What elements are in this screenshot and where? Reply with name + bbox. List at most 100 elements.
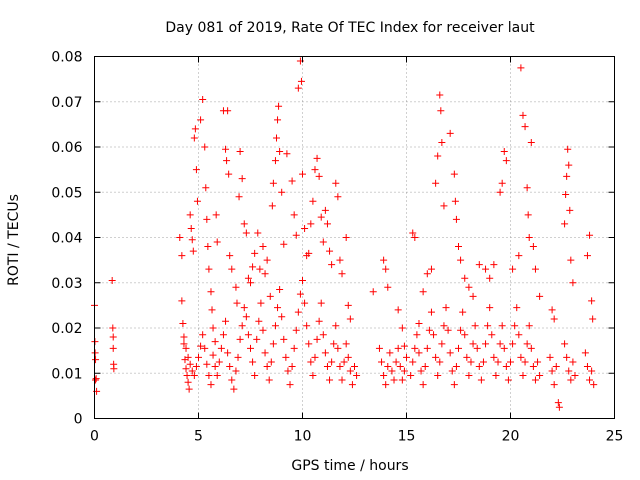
data-point xyxy=(211,362,219,370)
data-point xyxy=(384,283,392,291)
data-point xyxy=(517,64,525,72)
data-point xyxy=(238,322,246,330)
data-point xyxy=(255,317,263,325)
data-point xyxy=(92,376,100,384)
data-point xyxy=(521,123,529,131)
y-tick-label: 0.08 xyxy=(51,50,82,66)
data-point xyxy=(261,349,269,357)
data-point xyxy=(182,344,190,352)
data-point xyxy=(244,274,252,282)
data-point xyxy=(235,193,243,201)
data-point xyxy=(527,138,535,146)
data-point xyxy=(193,197,201,205)
data-point xyxy=(529,243,537,251)
data-point xyxy=(323,362,331,370)
data-point xyxy=(230,385,238,393)
data-point xyxy=(213,238,221,246)
data-point xyxy=(205,372,213,380)
data-point xyxy=(92,356,100,364)
data-point xyxy=(276,286,284,294)
data-point xyxy=(465,372,473,380)
data-point xyxy=(455,243,462,251)
data-point xyxy=(509,265,517,273)
data-point xyxy=(228,376,236,384)
data-point xyxy=(242,313,250,321)
data-point xyxy=(531,376,539,384)
data-point xyxy=(534,358,542,366)
data-point xyxy=(288,177,296,185)
data-point xyxy=(217,344,225,352)
x-tick-label: 25 xyxy=(606,429,624,445)
data-point xyxy=(407,372,415,380)
chart-title: Day 081 of 2019, Rate Of TEC Index for r… xyxy=(165,20,535,36)
data-point xyxy=(382,265,390,273)
data-point xyxy=(328,358,336,366)
data-point xyxy=(515,331,523,339)
data-point xyxy=(236,148,244,156)
data-point xyxy=(490,353,498,361)
data-point xyxy=(588,297,596,305)
data-points xyxy=(91,57,598,411)
data-point xyxy=(183,372,191,380)
data-point xyxy=(523,184,531,192)
data-point xyxy=(315,317,323,325)
x-tick-label: 20 xyxy=(502,429,520,445)
data-point xyxy=(396,362,404,370)
data-point xyxy=(415,319,423,327)
data-point xyxy=(440,322,448,330)
data-point xyxy=(317,213,325,221)
data-point xyxy=(197,116,205,124)
data-point xyxy=(283,150,291,158)
data-point xyxy=(271,157,279,165)
data-point xyxy=(321,349,329,357)
data-point xyxy=(187,224,195,232)
data-point xyxy=(108,276,116,284)
data-point xyxy=(417,367,425,375)
data-point xyxy=(409,358,417,366)
data-point xyxy=(313,335,321,343)
data-point xyxy=(344,353,352,361)
data-point xyxy=(208,306,216,314)
data-point xyxy=(238,175,246,183)
data-point xyxy=(586,376,594,384)
data-point xyxy=(567,376,575,384)
data-point xyxy=(427,308,435,316)
data-point xyxy=(290,211,298,219)
x-tick-label: 5 xyxy=(194,429,203,445)
data-point xyxy=(448,367,456,375)
data-point xyxy=(332,179,340,187)
data-point xyxy=(438,340,446,348)
data-point xyxy=(413,331,421,339)
data-point xyxy=(180,340,188,348)
data-point xyxy=(536,292,544,300)
data-point xyxy=(394,306,402,314)
data-point xyxy=(513,304,521,312)
data-point xyxy=(292,231,300,239)
data-point xyxy=(232,367,240,375)
data-point xyxy=(256,265,264,273)
data-point xyxy=(232,283,240,291)
y-tick-label: 0.01 xyxy=(51,366,82,382)
data-point xyxy=(182,365,190,373)
data-point xyxy=(240,220,248,228)
data-point xyxy=(351,362,358,370)
data-point xyxy=(203,215,211,223)
data-point xyxy=(223,157,231,165)
data-point xyxy=(303,322,311,330)
y-tick-label: 0.06 xyxy=(51,140,82,156)
data-point xyxy=(398,324,406,332)
data-point xyxy=(207,381,215,389)
axis-ticks xyxy=(94,56,615,419)
y-tick-label: 0.05 xyxy=(51,185,82,201)
data-point xyxy=(205,265,213,273)
data-point xyxy=(590,381,598,389)
data-point xyxy=(436,358,444,366)
data-point xyxy=(525,234,533,241)
data-point xyxy=(471,322,479,330)
data-point xyxy=(251,249,259,257)
data-point xyxy=(297,77,305,85)
data-point xyxy=(209,324,217,332)
data-point xyxy=(498,322,506,330)
data-point xyxy=(490,261,498,269)
data-point xyxy=(524,211,532,219)
